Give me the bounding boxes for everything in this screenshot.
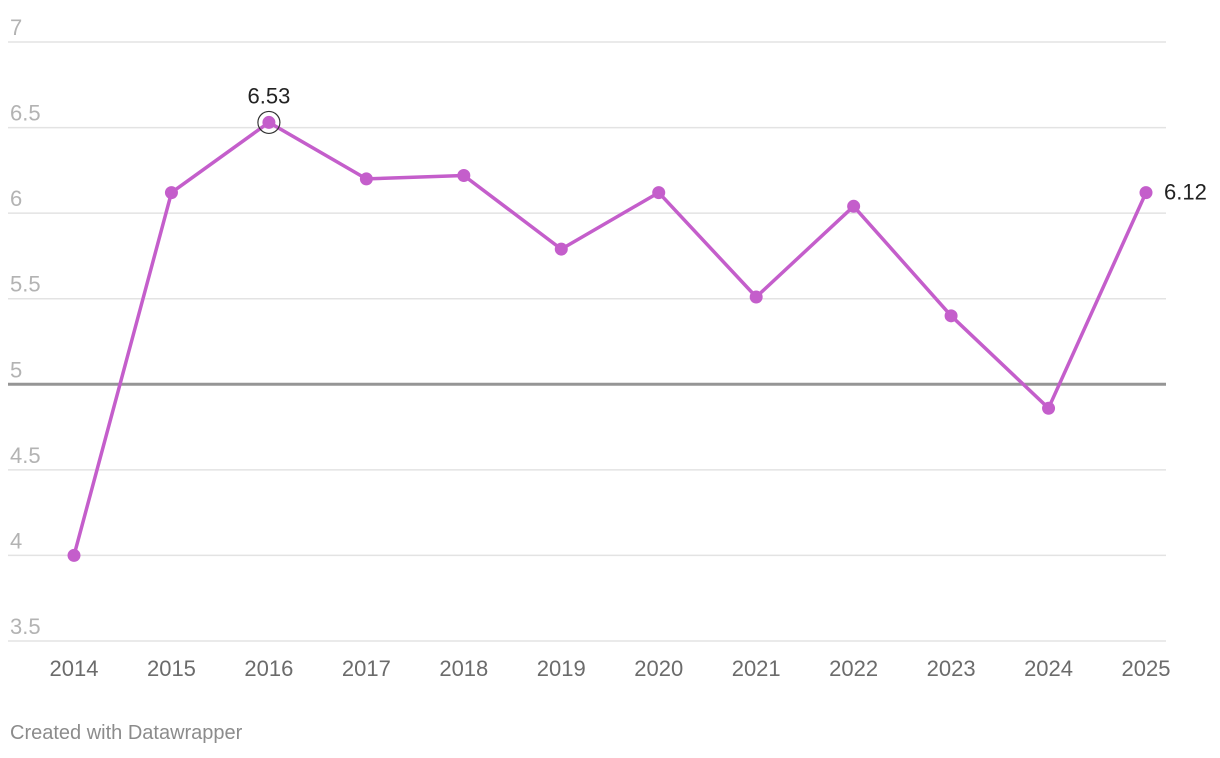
x-tick-label: 2017 [342, 656, 391, 681]
y-tick-label: 6.5 [10, 101, 41, 126]
x-tick-label: 2024 [1024, 656, 1073, 681]
x-tick-label: 2014 [50, 656, 99, 681]
y-tick-label: 3.5 [10, 614, 41, 639]
x-tick-label: 2015 [147, 656, 196, 681]
y-axis-ticks: 3.5 4 4.5 5 5.5 6 6.5 7 [10, 15, 41, 639]
x-tick-label: 2020 [634, 656, 683, 681]
data-point [262, 115, 276, 129]
y-tick-label: 4.5 [10, 443, 41, 468]
y-tick-label: 7 [10, 15, 22, 40]
y-tick-label: 5 [10, 357, 22, 382]
data-label: 6.12 [1164, 180, 1207, 205]
data-point [554, 242, 568, 256]
data-point [652, 186, 666, 200]
x-tick-label: 2019 [537, 656, 586, 681]
data-point [359, 172, 373, 186]
footer-credit: Created with Datawrapper [10, 722, 243, 744]
x-tick-label: 2018 [439, 656, 488, 681]
x-tick-label: 2021 [732, 656, 781, 681]
x-tick-label: 2016 [244, 656, 293, 681]
data-point [944, 309, 958, 323]
data-points [67, 115, 1153, 562]
gridlines [8, 41, 1166, 642]
data-label: 6.53 [247, 83, 290, 108]
x-axis-ticks: 2014 2015 2016 2017 2018 2019 2020 2021 2022 2023… [50, 656, 1171, 681]
series-line [72, 120, 1148, 556]
data-point [67, 548, 81, 562]
y-tick-label: 5.5 [10, 272, 41, 297]
y-tick-label: 4 [10, 528, 22, 553]
x-tick-label: 2023 [927, 656, 976, 681]
highlight-ring [257, 110, 281, 135]
data-point [1042, 401, 1056, 415]
data-point [847, 199, 861, 213]
x-tick-label: 2025 [1122, 656, 1171, 681]
data-point [457, 168, 471, 182]
data-labels: 6.53 6.12 [247, 83, 1206, 204]
y-tick-label: 6 [10, 186, 22, 211]
data-point [749, 290, 763, 304]
data-point [164, 186, 178, 200]
x-tick-label: 2022 [829, 656, 878, 681]
data-point [1139, 186, 1153, 200]
